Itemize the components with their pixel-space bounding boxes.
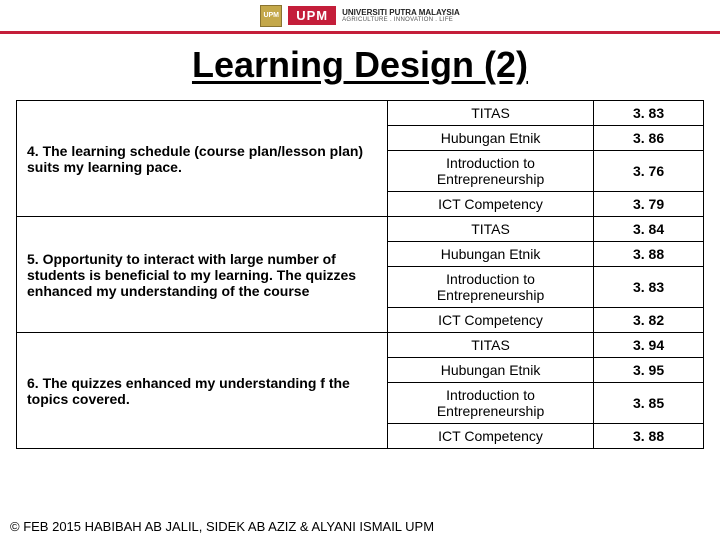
score-value: 3. 82 [594, 308, 704, 333]
logo-text: UNIVERSITI PUTRA MALAYSIA AGRICULTURE . … [342, 9, 460, 23]
course-name: Hubungan Etnik [387, 126, 593, 151]
course-name: TITAS [387, 217, 593, 242]
course-name: Introduction to Entrepreneurship [387, 267, 593, 308]
slide-footer: © FEB 2015 HABIBAH AB JALIL, SIDEK AB AZ… [10, 519, 434, 534]
score-value: 3. 88 [594, 424, 704, 449]
score-value: 3. 76 [594, 151, 704, 192]
score-value: 3. 85 [594, 383, 704, 424]
score-value: 3. 95 [594, 358, 704, 383]
course-name: TITAS [387, 333, 593, 358]
course-name: Hubungan Etnik [387, 242, 593, 267]
score-value: 3. 83 [594, 101, 704, 126]
survey-item: 6. The quizzes enhanced my understanding… [17, 333, 388, 449]
results-table: 4. The learning schedule (course plan/le… [16, 100, 704, 449]
course-name: Introduction to Entrepreneurship [387, 383, 593, 424]
course-name: Hubungan Etnik [387, 358, 593, 383]
slide-header: UPM UPM UNIVERSITI PUTRA MALAYSIA AGRICU… [0, 0, 720, 34]
score-value: 3. 94 [594, 333, 704, 358]
course-name: ICT Competency [387, 424, 593, 449]
table-row: 6. The quizzes enhanced my understanding… [17, 333, 704, 358]
score-value: 3. 83 [594, 267, 704, 308]
course-name: Introduction to Entrepreneurship [387, 151, 593, 192]
university-name: UNIVERSITI PUTRA MALAYSIA [342, 9, 460, 17]
crest-icon: UPM [260, 5, 282, 27]
table-row: 4. The learning schedule (course plan/le… [17, 101, 704, 126]
upm-logo: UPM UPM UNIVERSITI PUTRA MALAYSIA AGRICU… [260, 5, 460, 27]
upm-badge: UPM [288, 6, 336, 25]
score-value: 3. 88 [594, 242, 704, 267]
course-name: ICT Competency [387, 308, 593, 333]
course-name: TITAS [387, 101, 593, 126]
score-value: 3. 79 [594, 192, 704, 217]
survey-item: 4. The learning schedule (course plan/le… [17, 101, 388, 217]
table-row: 5. Opportunity to interact with large nu… [17, 217, 704, 242]
course-name: ICT Competency [387, 192, 593, 217]
university-tagline: AGRICULTURE . INNOVATION . LIFE [342, 17, 460, 23]
score-value: 3. 86 [594, 126, 704, 151]
slide-content: 4. The learning schedule (course plan/le… [0, 100, 720, 449]
score-value: 3. 84 [594, 217, 704, 242]
slide-title: Learning Design (2) [0, 34, 720, 100]
survey-item: 5. Opportunity to interact with large nu… [17, 217, 388, 333]
